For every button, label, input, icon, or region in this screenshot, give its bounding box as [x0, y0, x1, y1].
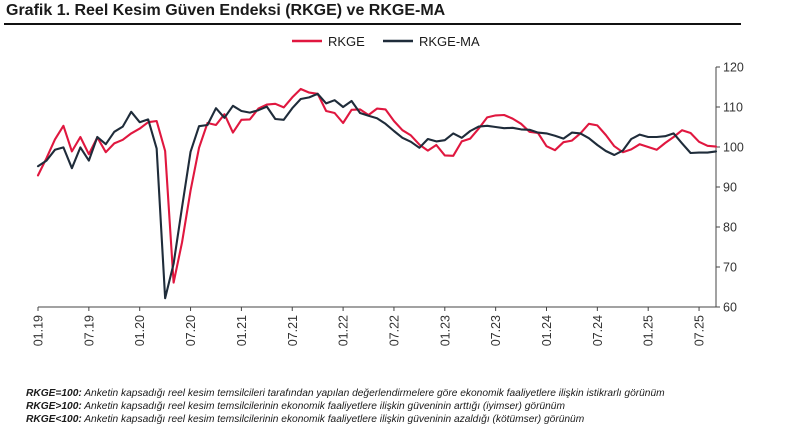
line-chart: RKGE RKGE-MA 60 70 80 90 100 110 120 01.19 07.19… — [32, 34, 744, 347]
x-tick-label: 07.21 — [286, 315, 300, 346]
y-tick-label: 80 — [723, 221, 737, 235]
x-tick-label: 01.19 — [32, 315, 46, 346]
x-tick-label: 07.25 — [693, 315, 707, 346]
x-tick-label: 01.20 — [133, 315, 147, 346]
series-line-rkge — [36, 87, 718, 284]
x-tick-label: 01.23 — [438, 315, 452, 346]
chart-series — [36, 87, 718, 300]
legend: RKGE RKGE-MA — [292, 34, 480, 49]
footnote-text: Anketin kapsadığı reel kesim temsilciler… — [81, 401, 565, 412]
x-tick-label: 07.20 — [184, 315, 198, 346]
footnotes: RKGE=100: Anketin kapsadığı reel kesim t… — [26, 387, 665, 426]
footnote-text: Anketin kapsadığı reel kesim temsilciler… — [81, 388, 665, 399]
x-tick-label: 01.21 — [235, 315, 249, 346]
y-tick-label: 90 — [723, 181, 737, 195]
footnote-below: RKGE<100: Anketin kapsadığı reel kesim t… — [26, 413, 665, 426]
y-tick-label: 100 — [723, 141, 744, 155]
x-tick-label: 01.22 — [337, 315, 351, 346]
title-underline — [4, 23, 741, 25]
y-tick-label: 70 — [723, 261, 737, 275]
x-tick-label: 01.25 — [642, 315, 656, 346]
x-tick-label: 01.24 — [540, 315, 554, 346]
footnote-above: RKGE>100: Anketin kapsadığı reel kesim t… — [26, 400, 665, 413]
y-tick-label: 110 — [723, 101, 743, 115]
y-tick-label: 60 — [723, 301, 737, 315]
footnote-key: RKGE>100: — [26, 401, 82, 412]
x-tick-label: 07.23 — [489, 315, 503, 346]
footnote-key: RKGE=100: — [26, 388, 82, 399]
x-tick-label: 07.22 — [387, 315, 401, 346]
legend-label-rkge: RKGE — [328, 34, 365, 49]
footnote-equal: RKGE=100: Anketin kapsadığı reel kesim t… — [26, 387, 665, 400]
x-tick-label: 07.19 — [82, 315, 96, 346]
series-line-rkge-ma — [36, 92, 718, 300]
chart-axes: 60 70 80 90 100 110 120 01.19 07.19 01.20 07.20 01.… — [32, 61, 744, 347]
footnote-key: RKGE<100: — [26, 414, 82, 425]
y-tick-label: 120 — [723, 61, 744, 75]
x-tick-label: 07.24 — [591, 315, 605, 346]
footnote-text: Anketin kapsadığı reel kesim temsilciler… — [81, 414, 585, 425]
chart-title: Grafik 1. Reel Kesim Güven Endeksi (RKGE… — [6, 2, 446, 19]
legend-label-rkge-ma: RKGE-MA — [419, 34, 480, 49]
